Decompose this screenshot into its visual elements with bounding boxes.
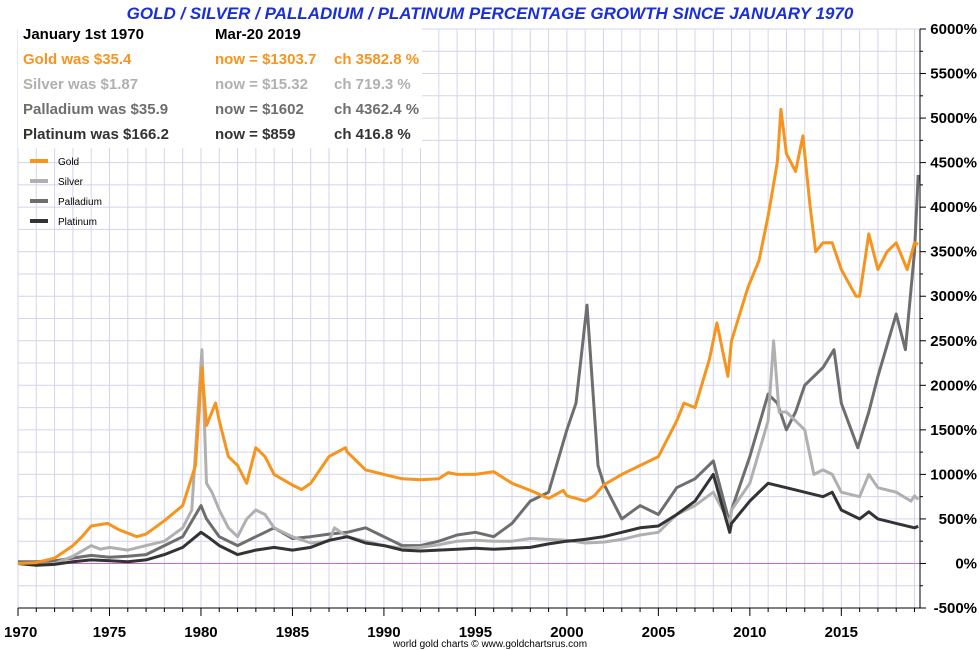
legend-label-platinum: Platinum [58, 217, 97, 228]
info-was-palladium: Palladium was $35.9 [23, 101, 168, 118]
x-tick-label: 1990 [367, 624, 400, 641]
x-tick-label: 2010 [733, 624, 766, 641]
info-was-silver: Silver was $1.87 [23, 76, 138, 93]
info-now-gold: now = $1303.7 [215, 51, 316, 68]
x-tick-label: 1980 [184, 624, 217, 641]
x-tick-label: 1975 [93, 624, 126, 641]
info-now-platinum: now = $859 [215, 126, 295, 143]
chart-title: GOLD / SILVER / PALLADIUM / PLATINUM PER… [127, 4, 854, 23]
y-tick-label: 3500% [930, 244, 977, 261]
info-end-label: Mar-20 2019 [215, 26, 301, 43]
x-tick-label: 2015 [825, 624, 858, 641]
y-tick-label: 2500% [930, 333, 977, 350]
y-tick-label: 5500% [930, 66, 977, 83]
legend-label-palladium: Palladium [58, 197, 102, 208]
y-tick-label: -500% [934, 600, 977, 617]
tick-labels: 1970 1975 1980 1985 1990 1995 2000 2005 2010 2015… [4, 21, 977, 641]
info-start-label: January 1st 1970 [23, 26, 144, 43]
series-group [17, 107, 920, 567]
axes [17, 28, 926, 616]
info-box-background [18, 22, 422, 148]
y-tick-label: 1000% [930, 466, 977, 483]
info-change-silver: ch 719.3 % [334, 76, 411, 93]
credit-text: world gold charts © www.goldchartsrus.co… [392, 639, 587, 650]
info-change-palladium: ch 4362.4 % [334, 101, 419, 118]
x-tick-label: 2005 [642, 624, 675, 641]
y-tick-label: 2000% [930, 377, 977, 394]
legend: Gold Silver Palladium Platinum [30, 157, 102, 228]
info-was-platinum: Platinum was $166.2 [23, 126, 169, 143]
info-now-silver: now = $15.32 [215, 76, 308, 93]
info-now-palladium: now = $1602 [215, 101, 304, 118]
y-tick-label: 4500% [930, 155, 977, 172]
legend-label-silver: Silver [58, 177, 84, 188]
x-tick-label: 2000 [550, 624, 583, 641]
legend-label-gold: Gold [58, 157, 79, 168]
series-line-platinum [17, 472, 919, 567]
y-tick-label: 6000% [930, 21, 977, 38]
info-change-platinum: ch 416.8 % [334, 126, 411, 143]
x-tick-label: 1970 [4, 624, 37, 641]
y-tick-label: 500% [939, 511, 977, 528]
series-line-palladium [18, 174, 920, 564]
x-tick-label: 1985 [276, 624, 309, 641]
info-panel: January 1st 1970 Mar-20 2019 Gold was $3… [23, 26, 419, 143]
y-tick-label: 3000% [930, 288, 977, 305]
y-tick-label: 4000% [930, 199, 977, 216]
y-tick-label: 5000% [930, 110, 977, 127]
y-tick-label: 0% [955, 555, 977, 572]
series-line-gold [17, 107, 919, 565]
series-line-silver [17, 339, 920, 567]
x-tick-label: 1995 [459, 624, 492, 641]
y-tick-label: 1500% [930, 422, 977, 439]
info-was-gold: Gold was $35.4 [23, 51, 132, 68]
info-change-gold: ch 3582.8 % [334, 51, 419, 68]
